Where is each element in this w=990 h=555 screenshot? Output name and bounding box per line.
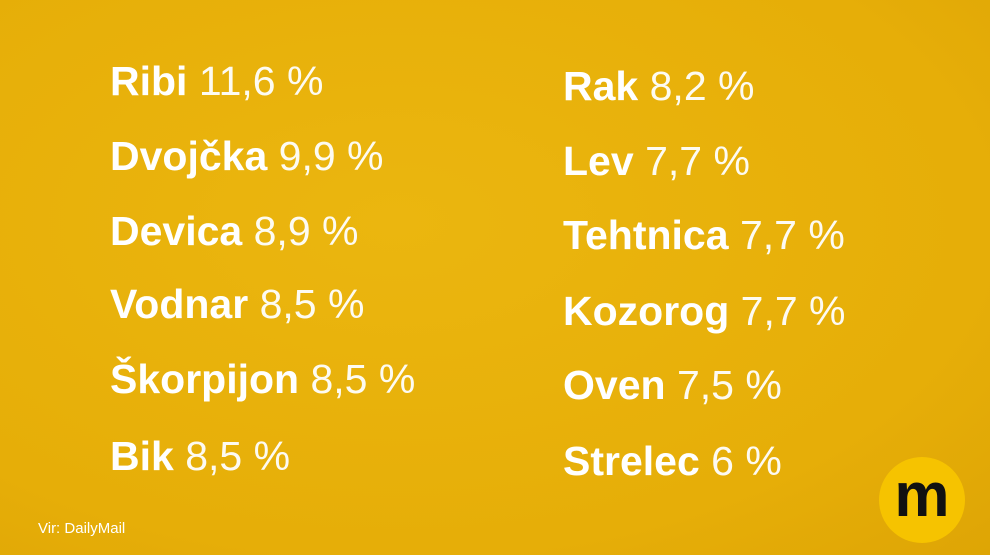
sign-name: Strelec bbox=[563, 438, 700, 484]
sign-row: Rak 8,2 % bbox=[563, 61, 754, 111]
sign-value: 9,9 % bbox=[278, 133, 384, 179]
sign-name: Devica bbox=[110, 208, 243, 254]
sign-name: Škorpijon bbox=[110, 356, 300, 402]
sign-row: Dvojčka 9,9 % bbox=[110, 131, 384, 181]
sign-value: 8,9 % bbox=[253, 208, 359, 254]
sign-name: Kozorog bbox=[563, 288, 730, 334]
sign-row: Devica 8,9 % bbox=[110, 206, 358, 256]
sign-value: 8,5 % bbox=[259, 281, 365, 327]
sign-value: 6 % bbox=[711, 438, 782, 484]
sign-row: Strelec 6 % bbox=[563, 436, 782, 486]
sign-value: 7,7 % bbox=[739, 212, 845, 258]
sign-row: Oven 7,5 % bbox=[563, 360, 782, 410]
sign-value: 8,2 % bbox=[649, 63, 755, 109]
source: Vir: DailyMail bbox=[38, 520, 126, 537]
logo: m bbox=[879, 457, 965, 543]
sign-name: Dvojčka bbox=[110, 133, 268, 179]
sign-name: Rak bbox=[563, 63, 639, 109]
sign-value: 7,7 % bbox=[740, 288, 846, 334]
sign-name: Ribi bbox=[110, 58, 188, 104]
sign-row: Tehtnica 7,7 % bbox=[563, 210, 845, 260]
sign-name: Oven bbox=[563, 362, 666, 408]
sign-row: Škorpijon 8,5 % bbox=[110, 354, 415, 404]
sign-value: 8,5 % bbox=[310, 356, 416, 402]
sign-row: Kozorog 7,7 % bbox=[563, 286, 846, 336]
sign-value: 11,6 % bbox=[198, 58, 324, 104]
sign-name: Bik bbox=[110, 433, 174, 479]
sign-value: 8,5 % bbox=[185, 433, 291, 479]
sign-name: Tehtnica bbox=[563, 212, 729, 258]
sign-value: 7,5 % bbox=[676, 362, 782, 408]
sign-row: Vodnar 8,5 % bbox=[110, 279, 364, 329]
sign-row: Ribi 11,6 % bbox=[110, 56, 323, 106]
sign-value: 7,7 % bbox=[645, 138, 750, 184]
sign-name: Lev bbox=[563, 138, 634, 184]
sign-row: Lev 7,7 % bbox=[563, 136, 750, 186]
sign-row: Bik 8,5 % bbox=[110, 431, 290, 481]
sign-name: Vodnar bbox=[110, 281, 249, 327]
